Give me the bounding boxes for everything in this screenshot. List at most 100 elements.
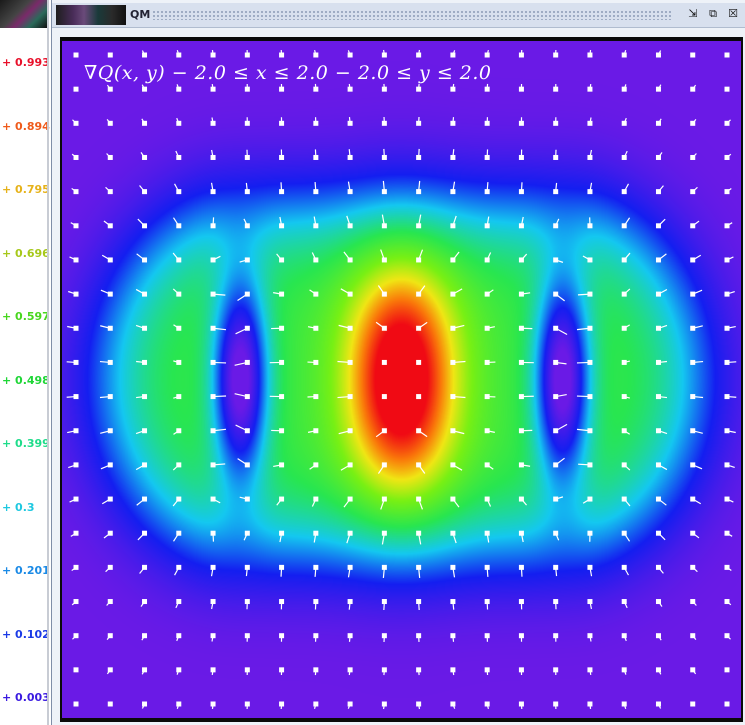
iconify-button[interactable]: ⇲: [688, 7, 698, 20]
gradient-arrow: [450, 633, 456, 642]
gradient-arrow: [100, 289, 113, 297]
gradient-arrow: [176, 701, 182, 709]
gradient-arrow: [313, 149, 319, 160]
gradient-arrow-field: [66, 49, 737, 710]
gradient-arrow: [690, 289, 703, 297]
gradient-arrow: [655, 428, 668, 435]
gradient-arrow: [587, 701, 593, 710]
gradient-arrow: [587, 182, 593, 195]
gradient-arrow: [416, 180, 422, 195]
gradient-arrow: [70, 530, 79, 537]
gradient-arrow: [210, 117, 216, 126]
plot-area[interactable]: ∇Q(x, y) − 2.0 ≤ x ≤ 2.0 − 2.0 ≤ y ≤ 2.0: [60, 37, 743, 722]
gradient-arrow: [655, 496, 667, 506]
gradient-arrow: [210, 359, 227, 365]
gradient-arrow: [279, 49, 285, 58]
gradient-arrow: [381, 564, 387, 579]
gradient-arrow: [416, 633, 422, 643]
gradient-field-heatmap[interactable]: [62, 41, 741, 718]
gradient-arrow: [210, 530, 216, 542]
gradient-arrow: [724, 428, 736, 434]
gradient-arrow: [107, 701, 113, 707]
gradient-arrow: [450, 530, 457, 544]
gradient-arrow: [690, 633, 697, 641]
gradient-arrow: [484, 394, 496, 400]
gradient-arrow: [346, 530, 353, 544]
gradient-arrow: [237, 458, 250, 468]
colorbar-label: + 0.399: [2, 437, 50, 450]
gradient-arrow: [106, 84, 113, 92]
gradient-arrow: [307, 394, 319, 400]
gradient-arrow: [313, 667, 319, 676]
gradient-arrow: [518, 49, 524, 58]
gradient-arrow: [553, 599, 559, 610]
gradient-arrow: [724, 325, 736, 331]
gradient-arrow: [690, 52, 696, 58]
gradient-arrow: [173, 530, 182, 542]
gradient-arrow: [690, 325, 703, 331]
gradient-arrow: [235, 325, 250, 335]
window-title: QM: [130, 8, 151, 21]
gradient-arrow: [307, 359, 319, 365]
gradient-arrow: [621, 183, 630, 195]
gradient-arrow: [416, 321, 428, 331]
gradient-arrow: [210, 325, 227, 331]
gradient-arrow: [377, 285, 387, 297]
gradient-arrow: [450, 83, 456, 92]
gradient-arrow: [244, 667, 250, 676]
gradient-arrow: [690, 701, 696, 707]
gradient-arrow: [724, 701, 730, 707]
maximize-button[interactable]: ⧉: [709, 7, 717, 20]
gradient-arrow: [587, 564, 593, 577]
gradient-arrow: [621, 288, 631, 297]
gradient-arrow: [690, 667, 697, 675]
gradient-arrow: [105, 564, 113, 573]
gradient-arrow: [141, 118, 148, 126]
gradient-arrow: [100, 325, 113, 331]
gradient-arrow: [621, 394, 631, 400]
gradient-arrow: [347, 50, 353, 58]
gradient-arrow: [106, 633, 113, 641]
gradient-arrow: [690, 186, 698, 195]
gradient-arrow: [347, 599, 353, 610]
window-titlebar[interactable]: QM ⇲ ⧉ ☒: [52, 3, 745, 28]
gradient-arrow: [210, 394, 227, 400]
gradient-arrow: [621, 359, 631, 365]
gradient-arrow: [381, 599, 387, 611]
gradient-arrow: [135, 324, 148, 331]
gradient-arrow: [621, 599, 628, 609]
gradient-arrow: [176, 667, 182, 675]
colorbar-label: + 0.696: [2, 246, 50, 260]
gradient-arrow: [338, 324, 353, 331]
gradient-arrow: [68, 462, 79, 469]
gradient-arrow: [313, 599, 319, 610]
gradient-arrow: [450, 599, 456, 610]
gradient-arrow: [347, 181, 353, 195]
gradient-arrow: [279, 182, 285, 195]
gradient-arrow: [450, 394, 466, 400]
gradient-arrow: [553, 257, 564, 263]
gradient-arrow: [655, 253, 667, 263]
gradient-arrow: [173, 428, 182, 435]
gradient-arrow: [380, 496, 387, 510]
gradient-arrow: [690, 118, 697, 126]
gradient-arrow: [235, 424, 250, 434]
gradient-arrow: [244, 564, 250, 577]
colorbar-label: + 0.597: [2, 310, 50, 323]
gradient-arrow: [621, 217, 631, 229]
gradient-arrow: [484, 633, 490, 642]
gradient-arrow: [173, 394, 182, 400]
close-button[interactable]: ☒: [728, 7, 738, 20]
gradient-arrow: [621, 117, 627, 126]
gradient-arrow: [176, 50, 182, 58]
gradient-arrow: [484, 530, 490, 543]
gradient-arrow: [621, 150, 628, 160]
gradient-arrow: [279, 83, 285, 92]
panel-divider[interactable]: [47, 0, 49, 725]
gradient-arrow: [337, 359, 353, 365]
gradient-arrow: [66, 394, 79, 400]
gradient-arrow: [73, 52, 79, 58]
gradient-arrow: [139, 185, 148, 195]
gradient-arrow: [484, 564, 490, 577]
gradient-arrow: [244, 117, 250, 126]
